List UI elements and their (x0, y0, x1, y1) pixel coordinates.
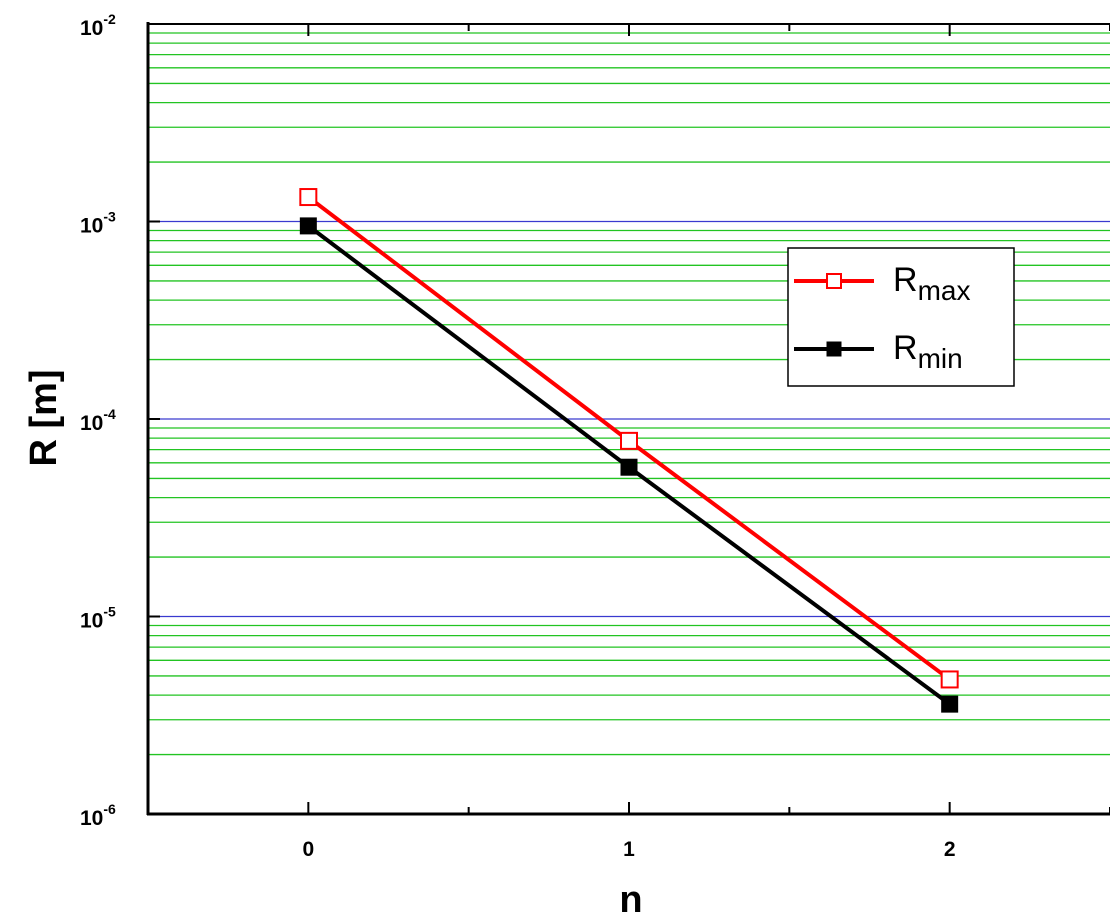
y-axis-title: R [m] (23, 369, 65, 466)
tick-labels: 0 1 2 10-6 10-5 10-4 10-3 10-2 (80, 11, 956, 861)
y-tick-label: 10-2 (80, 11, 116, 40)
data-point-min (299, 217, 317, 235)
y-tick-exponent: -4 (103, 406, 116, 422)
axes (146, 22, 1110, 816)
series-markers (299, 188, 959, 713)
x-tick-label: 0 (302, 838, 314, 861)
y-tick-label: 10-5 (80, 604, 116, 633)
y-tick-exponent: -2 (103, 11, 116, 27)
data-point-min (620, 458, 638, 476)
y-tick-exponent: -3 (103, 209, 116, 225)
legend-label-subscript: min (918, 343, 963, 374)
data-point-max (620, 431, 638, 450)
legend-marker-max (826, 273, 842, 289)
data-point-min (941, 695, 959, 713)
y-tick-label: 10-3 (80, 209, 116, 238)
x-tick-label: 1 (623, 838, 635, 861)
legend-box (787, 247, 1015, 387)
legend-marker-min (826, 341, 842, 357)
data-point-max (299, 188, 318, 207)
y-tick-label: 10-6 (80, 801, 116, 830)
legend-label-subscript: max (918, 275, 971, 306)
x-axis-title: n (619, 879, 642, 921)
y-tick-exponent: -5 (103, 604, 116, 620)
grid-lines (148, 23, 1110, 756)
data-point-max (940, 670, 959, 689)
y-tick-exponent: -6 (103, 801, 116, 817)
x-tick-label: 2 (944, 838, 956, 861)
y-tick-label: 10-4 (80, 406, 116, 435)
